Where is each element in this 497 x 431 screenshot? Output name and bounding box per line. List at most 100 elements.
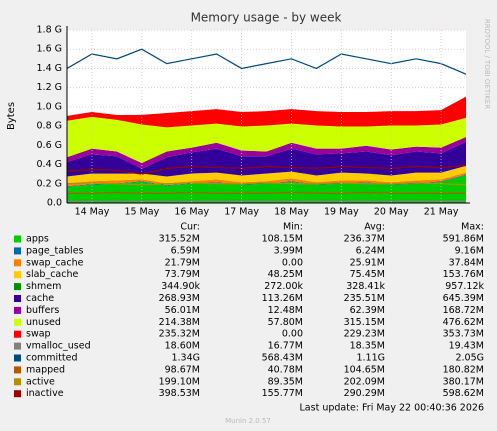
legend-value: 328.41k (346, 281, 385, 292)
legend-value: 98.67M (165, 364, 200, 375)
legend-swatch (14, 283, 21, 291)
legend-swatch (14, 390, 21, 398)
legend-swatch (14, 342, 21, 350)
legend-value: 315.52M (159, 234, 200, 245)
legend-value: 315.15M (344, 317, 385, 328)
y-tick-label: 1.8 G (37, 25, 63, 36)
x-tick-label: 21 May (424, 207, 459, 218)
legend-value: 40.78M (268, 364, 303, 375)
legend-value: 56.01M (165, 305, 200, 316)
legend-value: 568.43M (262, 353, 303, 364)
area (67, 96, 466, 128)
legend-header: Max: (461, 222, 484, 233)
legend-value: 398.53M (159, 388, 200, 399)
legend-value: 202.09M (344, 376, 385, 387)
legend-label: unused (26, 317, 61, 328)
legend-value: 9.16M (455, 245, 484, 256)
legend-value: 16.77M (268, 341, 303, 352)
legend-label: mapped (26, 364, 65, 375)
legend-value: 62.39M (350, 305, 385, 316)
line (66, 164, 467, 175)
legend-value: 235.32M (159, 329, 200, 340)
y-tick-label: 0.2 G (37, 178, 63, 189)
area (67, 165, 466, 184)
legend-value: 645.39M (443, 293, 484, 304)
legend-value: 57.80M (268, 317, 303, 328)
legend-value: 89.35M (268, 376, 303, 387)
x-tick-label: 19 May (324, 207, 359, 218)
legend-value: 37.84M (449, 257, 484, 268)
x-tick-label: 14 May (75, 207, 110, 218)
legend-label: swap (26, 329, 51, 340)
legend-swatch (14, 235, 21, 243)
legend-swatch (14, 318, 21, 326)
x-tick-label: 17 May (224, 207, 259, 218)
y-tick-label: 1.4 G (37, 63, 63, 74)
legend-label: shmem (26, 281, 61, 292)
legend-value: 73.79M (165, 269, 200, 280)
legend-value: 6.59M (171, 245, 200, 256)
legend-swatch (14, 295, 21, 302)
legend-value: 18.35M (350, 341, 385, 352)
legend-value: 180.82M (443, 364, 484, 375)
legend-swatch (14, 259, 21, 267)
legend-value: 18.60M (165, 341, 200, 352)
legend-value: 153.76M (443, 269, 484, 280)
legend-swatch (14, 354, 21, 362)
y-tick-label: 0.6 G (37, 140, 63, 151)
legend-swatch (14, 271, 21, 279)
y-tick-label: 1.2 G (37, 82, 63, 93)
legend-value: 168.72M (443, 305, 484, 316)
legend-value: 75.45M (350, 269, 385, 280)
legend-label: page_tables (26, 245, 84, 256)
x-tick-label: 20 May (374, 207, 409, 218)
legend-swatch (14, 247, 21, 255)
legend-value: 353.73M (443, 329, 484, 340)
legend-header: Min: (283, 222, 303, 233)
legend-value: 957.12k (445, 281, 484, 292)
y-tick-label: 1.6 G (37, 44, 63, 55)
legend-value: 19.43M (449, 341, 484, 352)
legend-label: buffers (26, 305, 59, 316)
legend-value: 476.62M (443, 317, 484, 328)
legend-value: 290.29M (344, 388, 385, 399)
legend-value: 155.77M (262, 388, 303, 399)
legend-value: 380.17M (443, 376, 484, 387)
y-axis-label: Bytes (6, 102, 17, 130)
legend-value: 2.05G (455, 353, 484, 364)
legend-swatch (14, 306, 21, 314)
legend-value: 268.93M (159, 293, 200, 304)
area (67, 175, 466, 203)
legend-value: 12.48M (268, 305, 303, 316)
legend-value: 236.37M (344, 234, 385, 245)
legend-label: committed (26, 353, 78, 364)
legend-label: apps (26, 234, 49, 245)
x-tick-label: 15 May (124, 207, 159, 218)
legend-label: slab_cache (26, 269, 78, 280)
chart-title: Memory usage - by week (191, 11, 342, 25)
legend-value: 235.51M (344, 293, 385, 304)
legend-header: Cur: (180, 222, 200, 233)
legend-label: inactive (26, 388, 64, 399)
legend-value: 6.24M (356, 245, 385, 256)
legend-label: swap_cache (26, 257, 84, 268)
legend-swatch (14, 330, 21, 338)
legend-label: active (26, 376, 55, 387)
legend-value: 214.38M (159, 317, 200, 328)
footer: Munin 2.0.57 (225, 417, 271, 425)
area (67, 116, 466, 163)
legend-value: 598.62M (443, 388, 484, 399)
y-tick-label: 0.0 (47, 198, 62, 209)
legend-value: 3.99M (274, 245, 303, 256)
legend-value: 272.00k (264, 281, 303, 292)
legend-value: 0.00 (282, 257, 303, 268)
legend-value: 25.91M (350, 257, 385, 268)
legend-value: 1.34G (171, 353, 200, 364)
legend-header: Avg: (364, 222, 385, 233)
legend-label: vmalloc_used (26, 341, 91, 352)
line (67, 191, 466, 194)
legend-value: 0.00 (282, 329, 303, 340)
legend-swatch (14, 378, 21, 386)
legend-value: 104.65M (344, 364, 385, 375)
